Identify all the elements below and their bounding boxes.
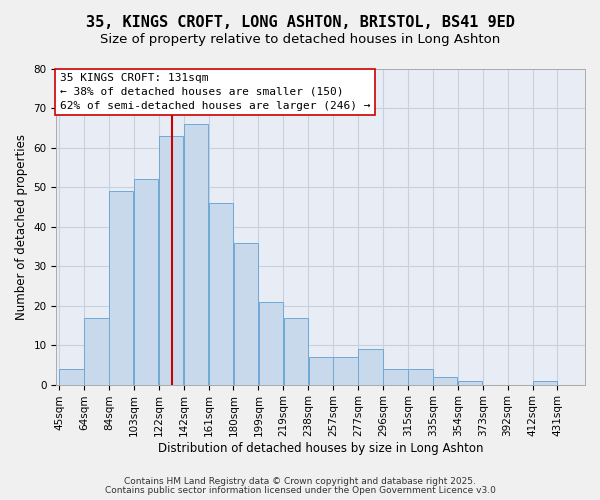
Bar xyxy=(334,357,358,384)
Text: 35 KINGS CROFT: 131sqm
← 38% of detached houses are smaller (150)
62% of semi-de: 35 KINGS CROFT: 131sqm ← 38% of detached… xyxy=(59,73,370,111)
Bar xyxy=(408,369,433,384)
Bar xyxy=(458,380,482,384)
Bar xyxy=(358,349,383,384)
Text: 35, KINGS CROFT, LONG ASHTON, BRISTOL, BS41 9ED: 35, KINGS CROFT, LONG ASHTON, BRISTOL, B… xyxy=(86,15,514,30)
Bar xyxy=(184,124,208,384)
Bar xyxy=(234,242,258,384)
Bar xyxy=(134,180,158,384)
Y-axis label: Number of detached properties: Number of detached properties xyxy=(15,134,28,320)
Text: Contains HM Land Registry data © Crown copyright and database right 2025.: Contains HM Land Registry data © Crown c… xyxy=(124,477,476,486)
Bar xyxy=(433,376,457,384)
Bar xyxy=(59,369,83,384)
Bar xyxy=(209,203,233,384)
Text: Contains public sector information licensed under the Open Government Licence v3: Contains public sector information licen… xyxy=(104,486,496,495)
Bar xyxy=(84,318,109,384)
Bar xyxy=(159,136,184,384)
Bar xyxy=(533,380,557,384)
Bar xyxy=(109,192,133,384)
Bar xyxy=(383,369,407,384)
Bar xyxy=(308,357,333,384)
Bar xyxy=(284,318,308,384)
Text: Size of property relative to detached houses in Long Ashton: Size of property relative to detached ho… xyxy=(100,32,500,46)
Bar xyxy=(259,302,283,384)
X-axis label: Distribution of detached houses by size in Long Ashton: Distribution of detached houses by size … xyxy=(158,442,484,455)
